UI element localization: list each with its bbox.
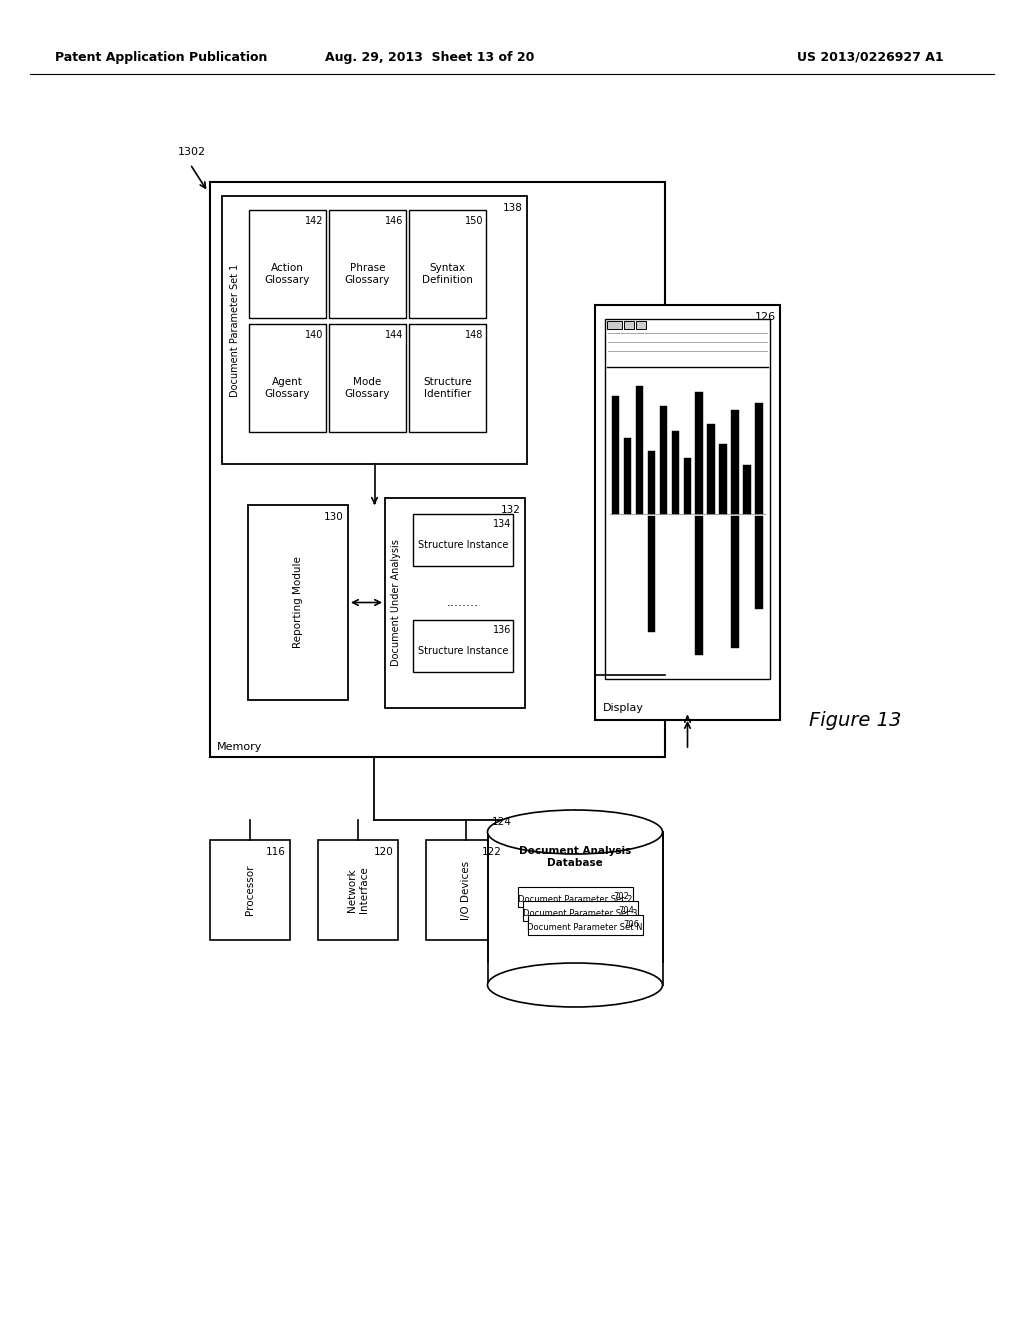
Text: Memory: Memory [217,742,262,752]
Text: 122: 122 [482,847,502,857]
Bar [684,458,691,513]
Text: US 2013/0226927 A1: US 2013/0226927 A1 [797,50,943,63]
Bar [719,445,727,513]
Text: 706: 706 [624,920,640,929]
Text: Mode
Glossary: Mode Glossary [345,378,390,399]
Bar [708,424,715,513]
Bar [731,409,738,513]
Bar [522,902,638,921]
Text: Aug. 29, 2013  Sheet 13 of 20: Aug. 29, 2013 Sheet 13 of 20 [326,50,535,63]
Text: Document Under Analysis: Document Under Analysis [391,540,401,667]
Text: Structure
Identifier: Structure Identifier [423,378,472,399]
Bar [648,451,655,513]
Text: 140: 140 [304,330,323,341]
Text: Reporting Module: Reporting Module [293,557,303,648]
Text: 130: 130 [325,512,344,521]
Bar [409,210,486,318]
Bar [731,516,738,648]
Bar [607,321,622,329]
Bar [210,840,290,940]
Bar [527,915,642,935]
Text: 702: 702 [613,892,630,902]
Ellipse shape [487,810,663,854]
Bar [413,513,513,566]
Text: 126: 126 [755,312,776,322]
Bar [409,323,486,432]
Bar [624,437,632,513]
Bar [624,321,634,329]
Text: 120: 120 [374,847,394,857]
Text: 146: 146 [385,216,403,226]
Text: I/O Devices: I/O Devices [461,861,471,920]
Bar [743,466,751,513]
Bar [385,498,525,708]
Text: 138: 138 [503,203,523,213]
Bar [248,506,348,700]
Bar [249,323,326,432]
Bar [695,516,702,656]
Bar [659,405,668,513]
Text: 124: 124 [492,817,511,828]
Text: 142: 142 [304,216,323,226]
Text: 132: 132 [501,506,521,515]
Text: ........: ........ [447,595,479,609]
Text: Document Analysis
Database: Document Analysis Database [519,846,631,867]
Text: Phrase
Glossary: Phrase Glossary [345,263,390,285]
Bar [755,516,763,609]
Text: Document Parameter Set N: Document Parameter Set N [527,924,643,932]
Bar [612,396,620,513]
Bar [648,516,655,632]
Text: Document Parameter Set 1: Document Parameter Set 1 [230,264,240,396]
Bar [329,210,406,318]
Bar [755,403,763,513]
Bar [636,321,646,329]
Bar [695,392,702,513]
Bar [413,620,513,672]
Bar [605,319,770,678]
Text: Document Parameter Set 2: Document Parameter Set 2 [518,895,632,904]
Text: Processor: Processor [245,865,255,915]
Bar [487,832,663,985]
Bar [636,387,643,513]
Text: Syntax
Definition: Syntax Definition [422,263,473,285]
Bar [210,182,665,756]
Text: Action
Glossary: Action Glossary [265,263,310,285]
Text: Patent Application Publication: Patent Application Publication [55,50,267,63]
Text: 134: 134 [493,519,511,529]
Bar [426,840,506,940]
Text: Agent
Glossary: Agent Glossary [265,378,310,399]
Bar [318,840,398,940]
Bar [672,430,679,513]
Bar [595,305,780,719]
Ellipse shape [487,964,663,1007]
Text: Document Parameter Set 3: Document Parameter Set 3 [522,909,637,919]
Text: 116: 116 [266,847,286,857]
Text: 150: 150 [465,216,483,226]
Text: Structure Instance: Structure Instance [418,645,508,656]
Text: 144: 144 [385,330,403,341]
Text: 136: 136 [493,624,511,635]
Text: 1302: 1302 [178,147,206,157]
Text: Display: Display [603,704,644,713]
Text: Figure 13: Figure 13 [809,710,901,730]
Text: 704: 704 [618,906,635,915]
Text: 148: 148 [465,330,483,341]
Bar [517,887,633,907]
Text: Structure Instance: Structure Instance [418,540,508,550]
Bar [329,323,406,432]
Bar [485,964,665,985]
Text: Network
Interface: Network Interface [347,867,369,913]
Bar [249,210,326,318]
Bar [222,195,527,465]
